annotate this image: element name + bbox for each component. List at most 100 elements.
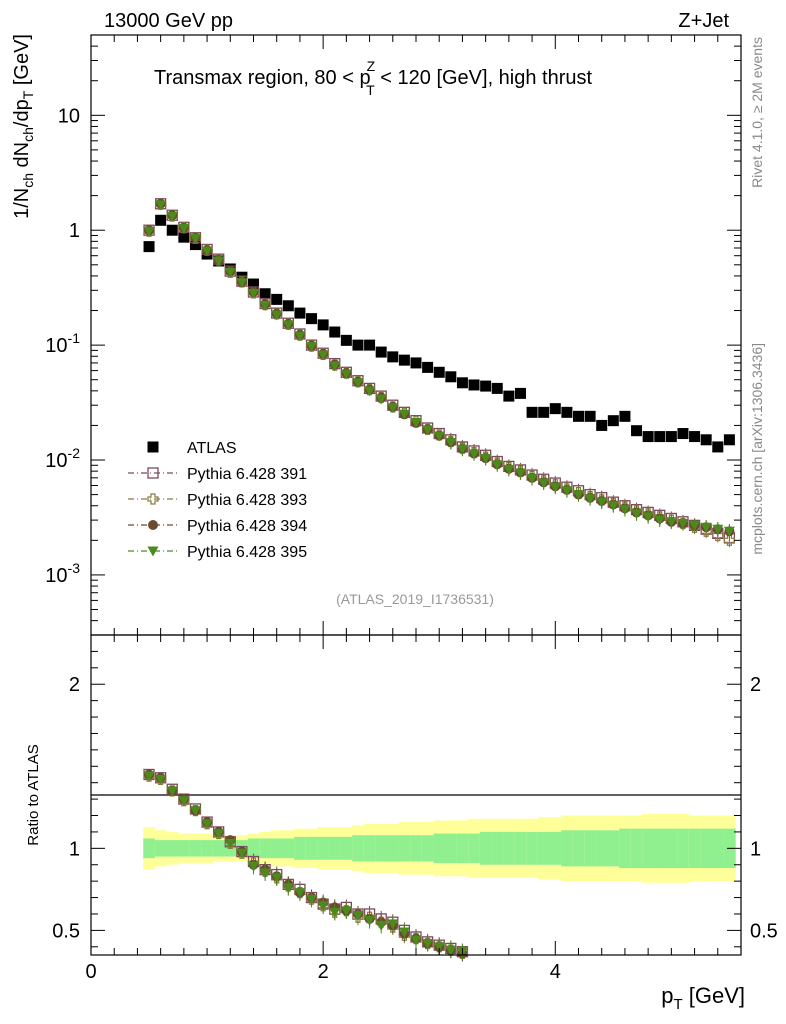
ratio-axes: 0.5 0.5 1 1 2 2 0 2 4 xyxy=(52,635,778,983)
data-point xyxy=(340,369,352,380)
data-point xyxy=(364,339,376,351)
legend-entry: ATLAS xyxy=(147,440,237,457)
band-inner-bin xyxy=(259,838,272,859)
ratio-y-tick-label-right: 2 xyxy=(750,674,761,696)
ratio-point xyxy=(143,771,155,782)
data-point xyxy=(561,406,573,418)
ratio-point xyxy=(306,894,318,905)
data-point xyxy=(306,342,318,353)
mcplots-reference-label: mcplots.cern.ch [arXiv:1306.3436] xyxy=(749,343,765,555)
data-point xyxy=(723,534,735,546)
band-inner-bin xyxy=(445,833,458,864)
data-point xyxy=(155,214,167,226)
y-tick-label: 1 xyxy=(69,220,80,242)
ratio-point xyxy=(259,868,271,879)
data-point xyxy=(689,431,701,443)
band-inner-bin xyxy=(537,831,550,865)
data-point xyxy=(665,431,677,443)
ratio-point xyxy=(189,806,201,817)
ratio-y-tick-label-left: 2 xyxy=(69,674,80,696)
y-tick-label: 10-1 xyxy=(45,330,80,357)
band-inner-bin xyxy=(584,830,597,867)
legend-label: ATLAS xyxy=(187,440,237,457)
data-point xyxy=(584,494,596,505)
data-point xyxy=(329,326,341,338)
data-point xyxy=(561,486,573,497)
ratio-y-axis-label: Ratio to ATLAS xyxy=(25,744,42,845)
data-point xyxy=(271,293,283,305)
band-inner-bin xyxy=(189,840,202,857)
data-point xyxy=(445,438,457,449)
band-inner-bin xyxy=(700,828,713,869)
legend-entry: Pythia 6.428 395 xyxy=(128,544,307,561)
data-point xyxy=(433,366,445,378)
ratio-point xyxy=(422,939,434,950)
band-inner-bin xyxy=(619,828,632,869)
data-point xyxy=(294,307,306,319)
data-point xyxy=(723,434,735,446)
band-inner-bin xyxy=(201,840,214,857)
ratio-data-points xyxy=(143,768,469,962)
data-point xyxy=(143,226,155,237)
band-inner-bin xyxy=(433,833,446,864)
data-point xyxy=(259,288,271,300)
ratio-point xyxy=(329,907,341,918)
legend-marker xyxy=(148,520,158,530)
data-point xyxy=(352,339,364,351)
data-point xyxy=(538,406,550,418)
legend-marker xyxy=(147,546,159,557)
series-pythia-6-428-395 xyxy=(143,200,735,539)
data-point xyxy=(189,239,201,251)
band-inner-bin xyxy=(561,830,574,867)
legend-entry: Pythia 6.428 393 xyxy=(128,492,307,509)
data-point xyxy=(282,300,294,312)
ratio-point xyxy=(271,873,283,884)
ratio-point xyxy=(166,786,178,797)
band-inner-bin xyxy=(154,840,167,857)
band-inner-bin xyxy=(642,828,655,869)
legend-marker xyxy=(147,441,159,453)
data-point xyxy=(433,431,445,442)
data-point xyxy=(642,512,654,523)
main-y-axis-label: 1/Nch dNch/dpT [GeV] xyxy=(11,34,36,219)
ratio-point xyxy=(317,901,329,912)
data-point xyxy=(166,224,178,236)
data-point xyxy=(456,444,468,455)
y-tick-label: 10-2 xyxy=(45,445,80,472)
ratio-y-tick-label-right: 0.5 xyxy=(750,920,778,942)
data-point xyxy=(503,390,515,402)
data-point xyxy=(491,382,503,394)
data-point xyxy=(468,379,480,391)
energy-label: 13000 GeV pp xyxy=(104,10,233,32)
data-point xyxy=(306,313,318,325)
band-inner-bin xyxy=(503,831,516,865)
band-inner-bin xyxy=(212,840,225,857)
band-inner-bin xyxy=(294,836,307,860)
data-point xyxy=(689,520,701,531)
ratio-point xyxy=(213,829,225,840)
x-tick-label: 2 xyxy=(318,961,329,983)
ratio-point xyxy=(364,916,376,927)
ratio-point xyxy=(224,838,236,849)
data-point xyxy=(271,310,283,321)
ratio-point xyxy=(340,906,352,917)
data-point xyxy=(631,425,643,437)
band-inner-bin xyxy=(549,831,562,865)
chart-title-post: < 120 [GeV], high thrust xyxy=(375,67,593,89)
band-inner-bin xyxy=(410,835,423,862)
data-point xyxy=(166,211,178,222)
data-point xyxy=(491,460,503,471)
ratio-y-tick-label-left: 0.5 xyxy=(52,920,80,942)
data-point xyxy=(607,415,619,427)
ratio-point xyxy=(410,935,422,946)
main-panel: 10 1 10-1 10-2 10-3 Transmax region, 80 < pZ… xyxy=(11,34,742,636)
legend-entry: Pythia 6.428 394 xyxy=(128,518,307,535)
data-point xyxy=(514,468,526,479)
ratio-point xyxy=(398,927,410,938)
data-point xyxy=(352,378,364,389)
data-point xyxy=(387,351,399,363)
legend-entry: Pythia 6.428 391 xyxy=(128,466,307,483)
x-tick-label: 0 xyxy=(85,961,96,983)
data-point xyxy=(480,380,492,392)
